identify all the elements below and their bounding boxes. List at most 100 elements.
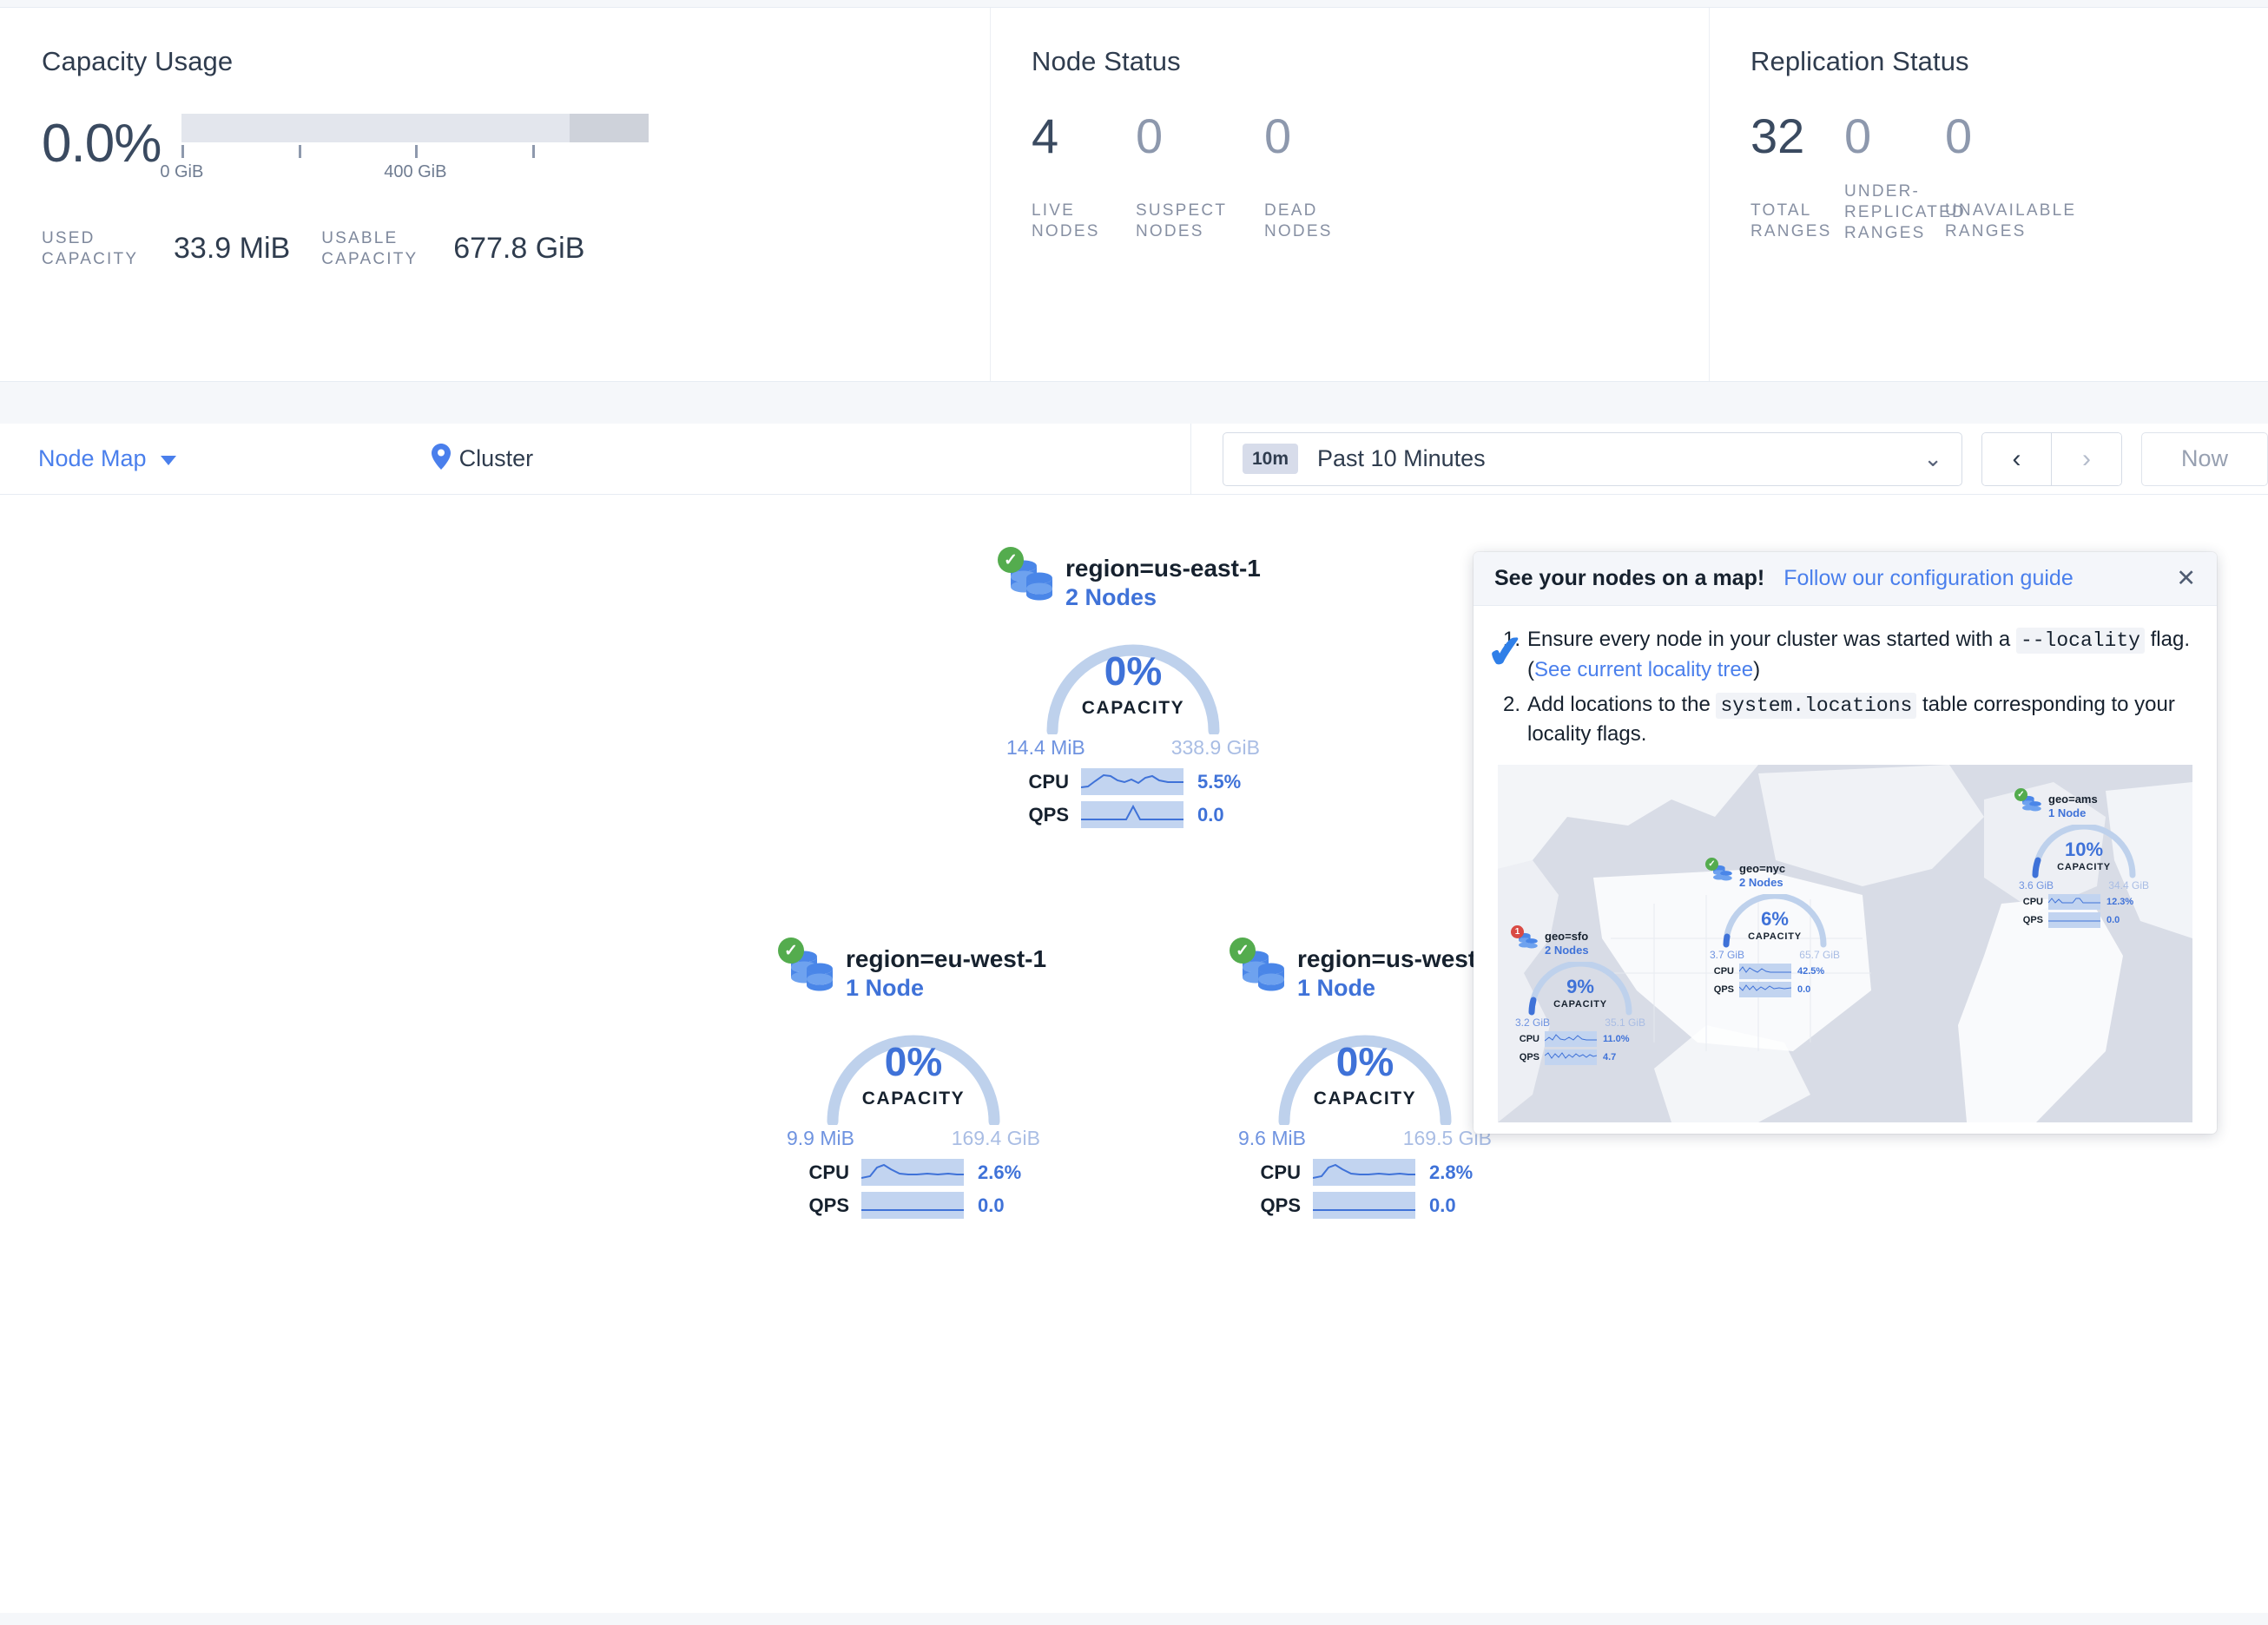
metric-cpu-value: 11.0% — [1603, 1033, 1630, 1044]
map-gauge-percent: 6% — [1761, 907, 1789, 930]
cpu-sparkline-icon — [860, 1159, 964, 1187]
capacity-axis-label: 0 GiB — [160, 162, 204, 181]
qps-sparkline-icon — [1738, 981, 1792, 997]
map-node-titles: geo=sfo 2 Nodes — [1545, 930, 1589, 957]
popup-steps: 1. Ensure every node in your cluster was… — [1498, 625, 2192, 749]
capacity-axis-tick — [298, 145, 301, 158]
locality-card-us-west-1[interactable]: ✓ region=us-west-1 1 No — [1230, 938, 1499, 1220]
capacity-gauge: 0% CAPACITY — [1235, 1014, 1495, 1126]
section-divider — [1709, 8, 1710, 381]
locality-card-eu-west-1[interactable]: ✓ region=eu-west-1 1 No — [778, 938, 1046, 1220]
database-stack-icon: ✓ — [998, 547, 1057, 606]
total-ranges-label: TOTAL RANGES — [1750, 201, 1832, 240]
node-status-values: 4 0 0 — [990, 112, 1709, 161]
locality-titles: region=us-east-1 2 Nodes — [1065, 554, 1261, 613]
capacity-axis-labels: 0 GiB 400 GiB — [160, 162, 649, 183]
capacity-axis-tick — [181, 145, 185, 158]
capacity-axis-tick — [415, 145, 419, 158]
locality-metrics: CPU 2.8% QPS 0.0 — [1235, 1159, 1495, 1220]
metric-qps-value: 0.0 — [1429, 1194, 1456, 1216]
map-node-titles: geo=nyc 2 Nodes — [1739, 862, 1785, 890]
status-ok-icon: ✓ — [778, 938, 804, 964]
capacity-gauge: 0% CAPACITY — [783, 1014, 1044, 1126]
qps-sparkline-icon — [861, 1192, 964, 1220]
gauge-center: 0% CAPACITY — [783, 1042, 1044, 1109]
now-button[interactable]: Now — [2141, 431, 2268, 486]
stat-usable-capacity-label: USABLE CAPACITY — [321, 229, 419, 268]
capacity-bar — [181, 114, 649, 142]
locality-card-us-east-1[interactable]: ✓ region=us-east-1 2 No — [998, 547, 1263, 829]
map-node-nyc: ✓ geo= — [1705, 858, 1840, 997]
gauge-total-value: 169.4 GiB — [951, 1127, 1040, 1150]
metric-cpu-label: CPU — [1260, 1161, 1301, 1183]
map-node-metrics: CPU 42.5% QPS — [1710, 963, 1840, 997]
close-icon[interactable]: ✕ — [2176, 565, 2196, 591]
locality-titles: region=eu-west-1 1 Node — [846, 944, 1046, 1003]
metric-row: CPU 11.0% — [1515, 1030, 1645, 1047]
gauge-capacity-label: CAPACITY — [1313, 1089, 1417, 1109]
time-prev-button[interactable]: ‹ — [1982, 432, 2052, 485]
metric-row: QPS 0.0 — [1019, 801, 1263, 829]
popup-step-1-number: 1. — [1503, 628, 1521, 651]
view-selector-dropdown[interactable]: Node Map — [38, 445, 176, 472]
section-divider — [990, 8, 991, 381]
replication-status-section: Replication Status 32 0 0 TOTAL RANGES U… — [1709, 8, 2268, 381]
cpu-sparkline-icon — [1738, 963, 1791, 979]
locality-node-count: 1 Node — [846, 975, 925, 1002]
map-node-metrics: CPU 12.3% QPS — [2019, 893, 2149, 928]
locality-header: ✓ region=us-west-1 1 No — [1230, 938, 1499, 1003]
breadcrumb[interactable]: Cluster — [431, 444, 533, 474]
map-gauge-center: 6% CAPACITY — [1710, 907, 1840, 942]
chevron-down-icon: ⌄ — [1923, 445, 1942, 471]
metric-row: QPS 0.0 — [799, 1192, 1044, 1220]
locality-name: region=us-west-1 — [1297, 945, 1499, 972]
locality-node-count: 2 Nodes — [1065, 584, 1157, 611]
map-gauge-total: 34.4 GiB — [2108, 878, 2149, 891]
locality-tree-link[interactable]: See current locality tree — [1534, 657, 1754, 681]
locality-name: region=eu-west-1 — [846, 945, 1047, 972]
gauge-total-value: 338.9 GiB — [1170, 736, 1260, 760]
suspect-nodes-value: 0 — [1136, 109, 1164, 163]
popup-body: ✔ 1. Ensure every node in your cluster w… — [1474, 606, 2217, 1123]
time-next-button[interactable]: › — [2052, 432, 2121, 485]
qps-sparkline-icon — [2048, 911, 2100, 928]
popup-step-1-text-a: Ensure every node in your cluster was st… — [1527, 628, 2016, 651]
capacity-bar-ticks — [181, 145, 649, 159]
metric-row: QPS 0.0 — [1710, 981, 1840, 997]
node-status-labels: LIVE NODES SUSPECT NODES DEAD NODES — [990, 201, 1709, 242]
chevron-down-icon — [160, 455, 176, 465]
locality-header: ✓ region=eu-west-1 1 No — [778, 938, 1046, 1003]
database-stack-icon: 1 — [1511, 925, 1539, 954]
dead-nodes-label: DEAD NODES — [1264, 201, 1333, 240]
cpu-sparkline-icon — [2047, 893, 2100, 910]
popup-config-guide-link[interactable]: Follow our configuration guide — [1783, 566, 2074, 590]
unavailable-ranges-label: UNAVAILABLE RANGES — [1945, 201, 2077, 240]
map-node-ams: ✓ geo= — [2014, 788, 2149, 928]
time-range-label: Past 10 Minutes — [1317, 445, 1486, 471]
map-gauge-used: 3.7 GiB — [1710, 948, 1745, 961]
locality-setup-popup: See your nodes on a map! Follow our conf… — [1474, 552, 2217, 1134]
metric-qps-value: 0.0 — [2106, 914, 2120, 925]
stat-used-capacity: USED CAPACITY 33.9 MiB — [42, 228, 290, 270]
stat-used-capacity-value: 33.9 MiB — [174, 232, 291, 266]
gauge-center: 0% CAPACITY — [1003, 651, 1263, 719]
metric-cpu-value: 5.5% — [1197, 770, 1242, 793]
stat-usable-capacity-value: 677.8 GiB — [453, 232, 585, 266]
map-gauge-values: 3.6 GiB 34.4 GiB — [2019, 879, 2149, 891]
database-stack-icon: ✓ — [2014, 788, 2043, 817]
gauge-capacity-label: CAPACITY — [1081, 698, 1185, 719]
time-range-select[interactable]: 10m Past 10 Minutes ⌄ — [1223, 431, 1962, 486]
metric-qps-label: QPS — [1028, 803, 1069, 826]
metric-cpu-label: CPU — [1028, 770, 1069, 793]
capacity-axis-tick — [531, 145, 535, 158]
map-gauge-capacity-label: CAPACITY — [1553, 998, 1607, 1010]
gauge-used-value: 9.6 MiB — [1238, 1127, 1306, 1150]
capacity-gauge: 0% CAPACITY — [1003, 623, 1263, 735]
qps-sparkline-icon — [1313, 1192, 1415, 1220]
metric-qps-value: 4.7 — [1603, 1051, 1617, 1062]
map-node-sfo: 1 geo= — [1511, 925, 1645, 1065]
popup-step-2-text-b: table corresponding to your locality fla… — [1527, 692, 2175, 747]
live-nodes-value: 4 — [1032, 109, 1059, 163]
map-capacity-gauge: 10% CAPACITY — [2019, 824, 2149, 878]
node-map-canvas: ✓ region=us-east-1 2 No — [0, 495, 2268, 1613]
